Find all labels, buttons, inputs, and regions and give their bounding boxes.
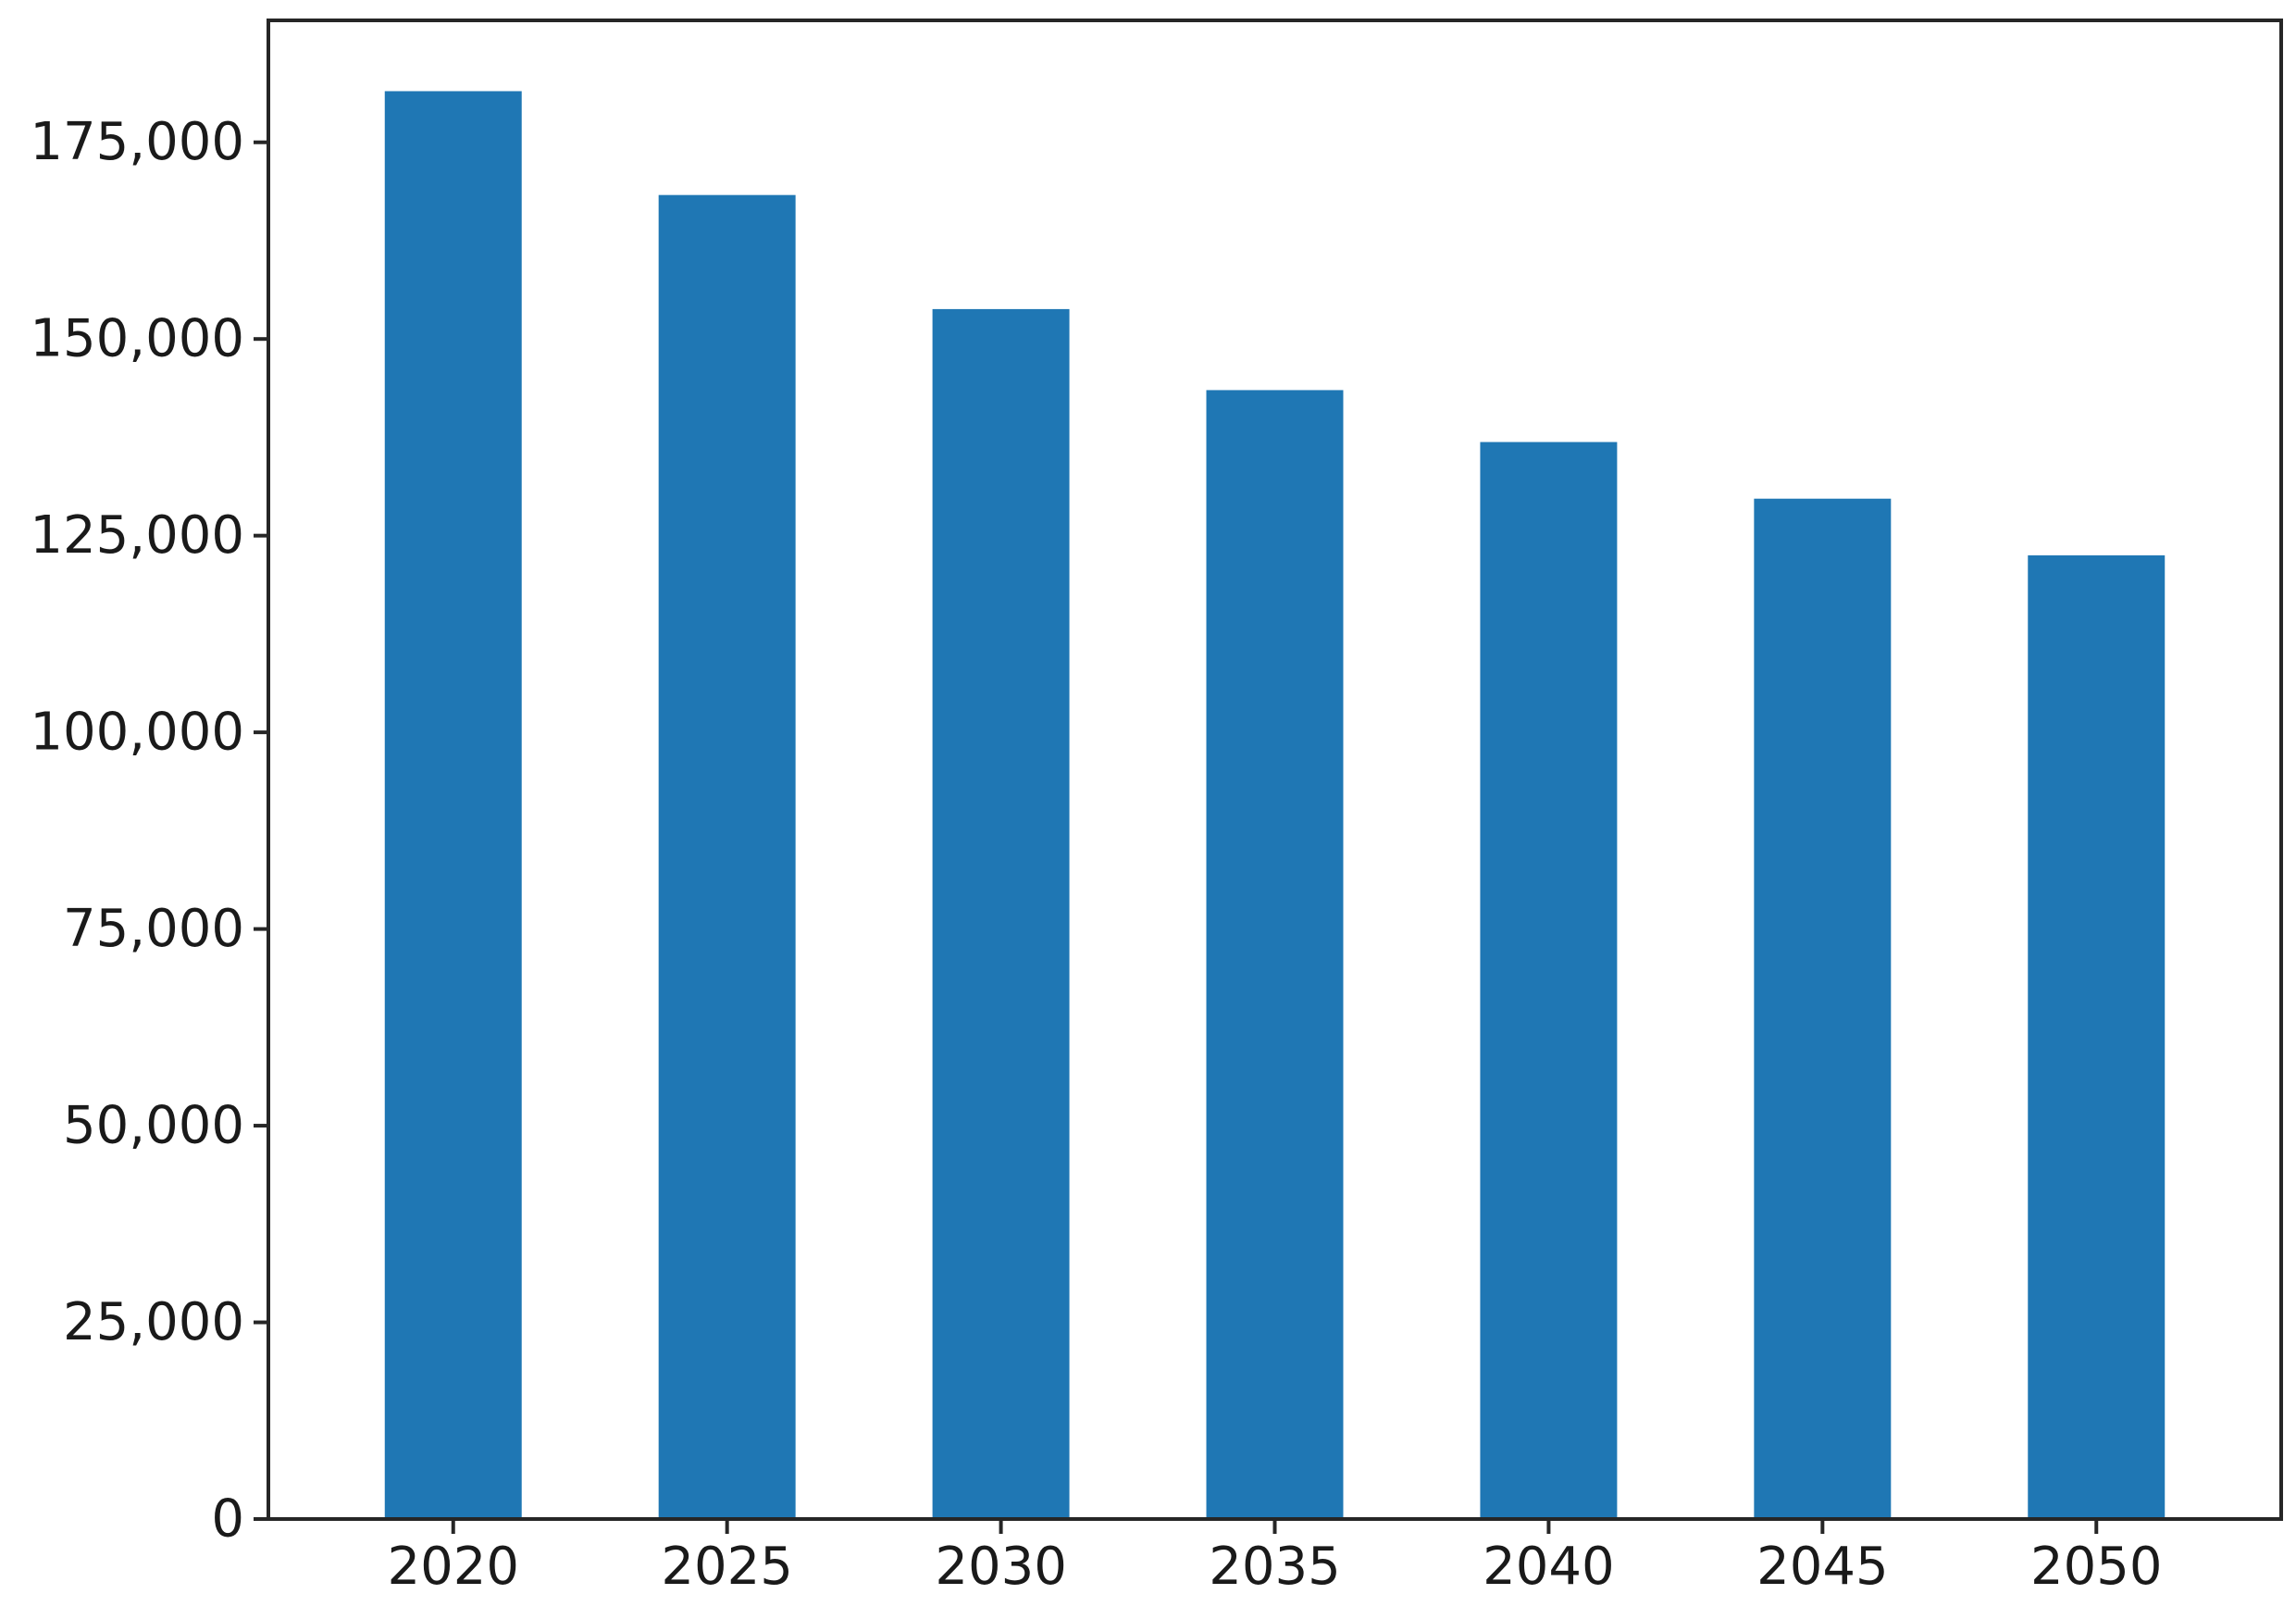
- bar-2030: [932, 308, 1070, 1519]
- bar-2045: [1754, 498, 1892, 1519]
- bar-2020: [384, 91, 522, 1520]
- y-tick-label: 75,000: [63, 899, 244, 959]
- y-tick-label: 100,000: [30, 703, 244, 763]
- plot-frame: [267, 19, 2283, 1521]
- bar-2050: [2028, 554, 2166, 1519]
- y-tick-label: 175,000: [30, 112, 244, 172]
- y-tick-label: 125,000: [30, 505, 244, 566]
- x-tick-label: 2025: [661, 1537, 793, 1597]
- bar-2025: [658, 194, 796, 1519]
- y-tick-label: 25,000: [63, 1292, 244, 1352]
- bar-2035: [1206, 390, 1344, 1519]
- y-axis-ticks: 0 25,000 50,000 75,000 100,000 125,000 150,000…: [30, 112, 268, 1550]
- y-tick-label: 0: [211, 1489, 244, 1550]
- bar-2040: [1480, 442, 1618, 1519]
- x-tick-label: 2035: [1209, 1537, 1341, 1597]
- x-tick-label: 2050: [2030, 1537, 2163, 1597]
- y-tick-label: 50,000: [63, 1096, 244, 1156]
- x-tick-label: 2030: [935, 1537, 1067, 1597]
- x-tick-label: 2045: [1756, 1537, 1889, 1597]
- x-axis-ticks: 2020 2025 2030 2035 2040 2045 2050: [387, 1519, 2163, 1597]
- x-tick-label: 2020: [387, 1537, 519, 1597]
- bars-layer: [384, 91, 2166, 1520]
- y-tick-label: 150,000: [30, 309, 244, 369]
- x-tick-label: 2040: [1483, 1537, 1615, 1597]
